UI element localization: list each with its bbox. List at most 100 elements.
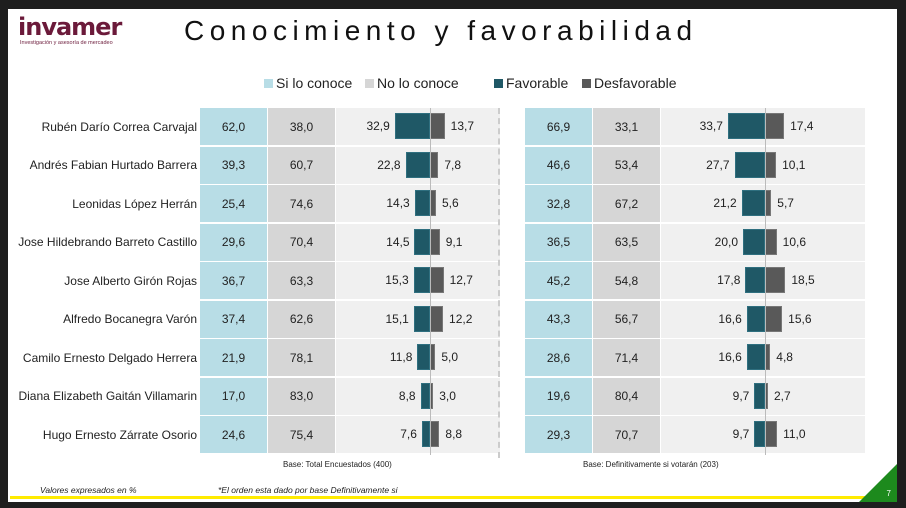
favorable-bar [405, 151, 430, 178]
desfavorable-label: 9,1 [445, 234, 463, 249]
base-total: Base: Total Encuestados (400) [283, 460, 392, 469]
favorability-cell: 9,7 11,0 [661, 416, 865, 453]
no-lo-conoce-cell: 63,5 [593, 223, 660, 261]
legend-desfavorable: Desfavorable [582, 75, 677, 91]
si-lo-conoce-cell: 36,7 [200, 262, 267, 299]
legend-si: Si lo conoce [264, 75, 352, 91]
favorable-label: 22,8 [377, 157, 401, 172]
favorable-label: 16,6 [718, 311, 742, 326]
si-lo-conoce-cell: 37,4 [200, 300, 267, 338]
legend-no: No lo conoce [365, 75, 459, 91]
si-lo-conoce-cell: 28,6 [525, 339, 592, 376]
candidate-name: Jose Hildebrando Barreto Castillo [18, 235, 197, 249]
si-lo-conoce-cell: 24,6 [200, 416, 267, 453]
desfavorable-bar [430, 228, 440, 255]
favorable-label: 21,2 [713, 196, 737, 210]
favorability-cell: 20,0 10,6 [661, 223, 865, 261]
candidate-name: Camilo Ernesto Delgado Herrera [22, 350, 197, 365]
favorable-bar [746, 305, 765, 332]
legend-swatch-icon [264, 78, 273, 88]
no-lo-conoce-cell: 62,6 [268, 300, 335, 338]
si-lo-conoce-cell: 43,3 [525, 300, 592, 338]
desfavorable-label: 2,7 [773, 388, 791, 403]
zero-axis [765, 108, 766, 455]
favorable-label: 7,6 [400, 427, 417, 441]
legend-swatch-icon [494, 78, 503, 88]
favorability-cell: 9,7 2,7 [661, 377, 865, 415]
favorable-label: 9,7 [732, 427, 750, 441]
desfavorable-bar [430, 267, 444, 293]
logo-name: invamer [18, 13, 122, 41]
no-lo-conoce-cell: 33,1 [593, 108, 660, 145]
desfavorable-bar [765, 151, 777, 178]
favorable-label: 15,1 [385, 311, 409, 326]
candidate-name: Alfredo Bocanegra Varón [63, 312, 197, 326]
favorable-label: 17,8 [717, 273, 741, 287]
favorable-bar [394, 113, 430, 139]
si-lo-conoce-cell: 39,3 [200, 146, 267, 184]
favorable-label: 11,8 [389, 350, 413, 364]
legend-label: No lo conoce [377, 75, 459, 91]
favorable-bar [745, 267, 765, 293]
si-lo-conoce-cell: 46,6 [525, 146, 592, 184]
favorability-cell: 32,9 13,7 [336, 108, 500, 145]
favorable-bar [746, 344, 765, 370]
favorability-cell: 11,8 5,0 [336, 339, 500, 376]
si-lo-conoce-cell: 29,6 [200, 223, 267, 261]
desfavorable-label: 12,2 [449, 311, 473, 326]
desfavorable-label: 8,8 [445, 427, 463, 441]
favorability-cell: 15,1 12,2 [336, 300, 500, 338]
si-lo-conoce-cell: 36,5 [525, 223, 592, 261]
base-definitivamente: Base: Definitivamente si votarán (203) [583, 460, 719, 469]
block-divider [498, 108, 500, 458]
favorability-cell: 22,8 7,8 [336, 146, 500, 184]
favorability-cell: 16,6 15,6 [661, 300, 865, 338]
no-lo-conoce-cell: 83,0 [268, 377, 335, 415]
favorability-cell: 8,8 3,0 [336, 377, 500, 415]
desfavorable-bar [430, 113, 445, 139]
desfavorable-label: 12,7 [449, 273, 473, 287]
favorable-bar [754, 421, 765, 447]
desfavorable-label: 10,1 [782, 157, 806, 172]
favorable-bar [741, 190, 765, 216]
desfavorable-label: 11,0 [783, 427, 806, 441]
no-lo-conoce-cell: 70,7 [593, 416, 660, 453]
desfavorable-label: 15,6 [788, 311, 812, 326]
favorable-label: 14,3 [386, 196, 410, 210]
si-lo-conoce-cell: 62,0 [200, 108, 267, 145]
favorable-bar [734, 151, 765, 178]
no-lo-conoce-cell: 70,4 [268, 223, 335, 261]
no-lo-conoce-cell: 63,3 [268, 262, 335, 299]
legend-label: Si lo conoce [276, 75, 353, 91]
si-lo-conoce-cell: 32,8 [525, 185, 592, 222]
candidate-name: Hugo Ernesto Zárrate Osorio [42, 427, 197, 442]
desfavorable-label: 3,0 [439, 388, 456, 403]
desfavorable-label: 5,7 [777, 196, 794, 210]
no-lo-conoce-cell: 60,7 [268, 146, 335, 184]
si-lo-conoce-cell: 45,2 [525, 262, 592, 299]
footnote-order: *El orden esta dado por base Definitivam… [218, 485, 398, 495]
desfavorable-bar [765, 113, 785, 139]
no-lo-conoce-cell: 56,7 [593, 300, 660, 338]
no-lo-conoce-cell: 80,4 [593, 377, 660, 415]
corner-triangle [859, 464, 897, 502]
footnote-units: Valores expresados en % [40, 485, 137, 495]
desfavorable-bar [430, 305, 444, 332]
favorability-cell: 21,2 5,7 [661, 185, 865, 222]
favorable-bar [754, 382, 765, 409]
footer-line [10, 496, 870, 499]
legend-swatch-icon [582, 78, 591, 88]
desfavorable-label: 4,8 [776, 350, 793, 364]
candidate-name: Leonidas López Herrán [72, 196, 197, 211]
slide: invamer Investigación y asesoría de merc… [8, 9, 897, 502]
favorability-cell: 17,8 18,5 [661, 262, 865, 299]
favorable-label: 14,5 [386, 234, 410, 249]
favorable-bar [413, 267, 430, 293]
si-lo-conoce-cell: 21,9 [200, 339, 267, 376]
invamer-logo: invamer Investigación y asesoría de merc… [18, 13, 122, 46]
no-lo-conoce-cell: 74,6 [268, 185, 335, 222]
favorable-bar [727, 113, 765, 139]
favorability-cell: 27,7 10,1 [661, 146, 865, 184]
favorability-cell: 15,3 12,7 [336, 262, 500, 299]
desfavorable-label: 5,0 [441, 350, 459, 364]
